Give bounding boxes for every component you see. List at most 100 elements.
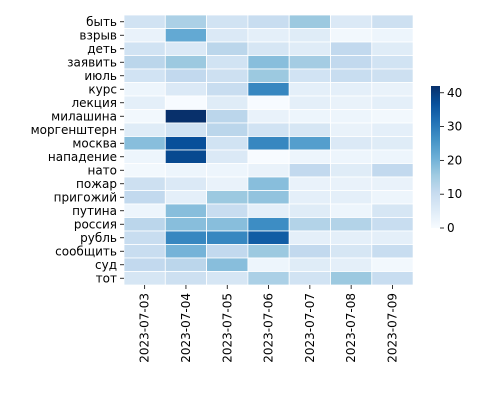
y-tick-label: путина [72,204,117,218]
y-tick-label: пожар [76,177,117,191]
heatmap-cell [247,149,290,164]
y-tick-label: нападение [48,150,117,164]
heatmap-cell [288,95,331,110]
heatmap-cell [206,176,249,191]
heatmap-cell [288,136,331,151]
heatmap-cell [247,28,290,43]
y-tick-label: нато [87,163,117,177]
heatmap-cell [123,217,166,232]
heatmap-cell [164,257,208,272]
heatmap-cell [164,95,208,110]
heatmap-cell [371,190,414,205]
heatmap-cell [164,203,208,218]
y-tick-label: россия [74,217,117,231]
heatmap-cell [164,244,208,259]
heatmap-cell [123,149,166,164]
heatmap-cell [288,176,331,191]
heatmap-cell [164,55,208,70]
heatmap-cell [123,244,166,259]
heatmap-cell [206,136,249,151]
heatmap-cell [330,230,373,245]
y-tick-label: быть [86,15,117,29]
y-tick-label: пригожий [54,190,117,204]
x-tick-label: 2023-07-09 [385,293,399,363]
heatmap-cell [164,271,208,286]
heatmap-cell [371,122,414,137]
heatmap-cell [288,230,331,245]
heatmap-cell [206,122,249,137]
heatmap-cell [123,136,166,151]
y-tick-label: деть [87,42,117,56]
heatmap-cell [247,176,290,191]
heatmap-cell [330,149,373,164]
heatmap-cell [330,41,373,56]
x-tick-label: 2023-07-07 [303,293,317,363]
heatmap-cell [371,55,414,70]
heatmap-cell [206,149,249,164]
heatmap-cell [123,109,166,124]
heatmap-cell [288,149,331,164]
x-tick-label: 2023-07-03 [138,293,152,363]
y-tick-label: рубль [80,231,117,245]
heatmap-cell [123,82,166,97]
heatmap-cell [206,257,249,272]
heatmap-cell [371,257,414,272]
heatmap-cell [206,14,249,29]
heatmap-cell [164,122,208,137]
heatmap-cell [371,230,414,245]
heatmap-cell [123,14,166,29]
heatmap-cell [164,109,208,124]
heatmap-cell [330,203,373,218]
heatmap-cell [123,257,166,272]
heatmap-cell [247,41,290,56]
y-tick-label: тот [96,271,117,285]
heatmap-cell [247,14,290,29]
heatmap-cell [247,163,290,178]
heatmap-cell [164,163,208,178]
heatmap-cell [330,176,373,191]
heatmap-cell [288,257,331,272]
heatmap-cell [123,230,166,245]
heatmap-cell [164,230,208,245]
heatmap-cell [206,163,249,178]
heatmap-cell [206,95,249,110]
heatmap-cell [288,244,331,259]
heatmap-cell [288,14,331,29]
heatmap-cell [247,190,290,205]
heatmap-cell [371,68,414,83]
y-tick-label: сообщить [55,244,117,258]
heatmap-cell [330,271,373,286]
heatmap-cell [371,14,414,29]
heatmap-cell [288,41,331,56]
heatmap-cell [206,244,249,259]
heatmap-cell [288,82,331,97]
y-tick-label: москва [72,136,117,150]
heatmap-cell [123,203,166,218]
heatmap-cell [247,230,290,245]
heatmap-cell [164,68,208,83]
heatmap-cell [247,257,290,272]
heatmap-cell [247,55,290,70]
heatmap-cell [288,271,331,286]
heatmap-cell [206,230,249,245]
heatmap-cell [288,28,331,43]
heatmap-cell [164,41,208,56]
heatmap-cell [330,217,373,232]
heatmap-cell [123,122,166,137]
heatmap-cell [206,55,249,70]
heatmap-cell [164,14,208,29]
heatmap-cell [206,217,249,232]
heatmap-cell [288,203,331,218]
heatmap-cell [123,55,166,70]
colorbar-tick-label: 30 [447,120,462,134]
x-tick-label: 2023-07-05 [220,293,234,363]
heatmap-cell [164,28,208,43]
heatmap-cell [330,55,373,70]
y-tick-label: моргенштерн [31,123,117,137]
heatmap-cell [247,122,290,137]
x-axis: 2023-07-03 2023-07-04 2023-07-05 2023-07-06… [138,285,399,363]
heatmap-cell [371,176,414,191]
heatmap-cell [206,203,249,218]
heatmap-cell [206,109,249,124]
heatmap-cell [206,41,249,56]
